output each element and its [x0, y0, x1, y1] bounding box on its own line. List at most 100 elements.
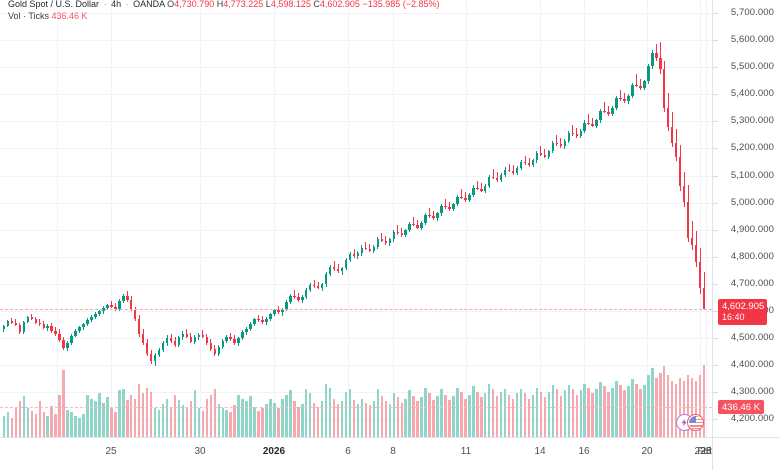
candle-body	[82, 323, 85, 328]
volume-bar	[197, 408, 201, 437]
candle-wick	[508, 163, 510, 173]
candle-body	[587, 122, 590, 124]
gridline-vertical	[706, 0, 707, 437]
volume-bar	[647, 375, 650, 437]
volume-bar	[225, 409, 228, 437]
price-axis[interactable]: 5,700.000 5,600.000 5,500.000 5,400.000 5,30…	[712, 0, 780, 437]
candle-wick	[496, 171, 498, 182]
candle-body	[118, 300, 121, 310]
candle-body	[257, 319, 260, 321]
volume-bar	[380, 395, 384, 437]
candle-body	[698, 262, 702, 289]
candle-body	[659, 58, 662, 69]
volume-bar	[503, 389, 507, 437]
candle-body	[364, 247, 368, 249]
candle-body	[603, 110, 606, 112]
gridline-horizontal	[0, 418, 712, 420]
price-axis-label: 4,700.000	[730, 277, 774, 289]
volume-bar	[14, 408, 18, 437]
volume-bar	[623, 390, 626, 437]
candle-body	[149, 353, 153, 362]
gridline-horizontal	[0, 364, 712, 366]
candle-body	[261, 320, 264, 323]
volume-bar	[428, 393, 431, 437]
volume-bar	[130, 394, 133, 437]
volume-bar	[484, 393, 487, 437]
volume-bar	[436, 395, 439, 437]
candle-body	[523, 162, 527, 164]
candle-wick	[413, 217, 415, 227]
candle-body	[408, 223, 411, 231]
candle-body	[416, 224, 419, 228]
time-axis-label: 25	[105, 446, 117, 457]
current-volume-badge[interactable]: 436.46 K	[718, 400, 765, 415]
current-price-badge[interactable]: 4,602.905 16:40	[718, 299, 768, 326]
candle-body	[503, 169, 507, 175]
candle-body	[571, 132, 574, 134]
candle-body	[141, 334, 145, 343]
candle-body	[26, 317, 30, 322]
candle-body	[631, 84, 634, 96]
volume-bar	[320, 401, 324, 437]
time-axis[interactable]: 25 30 2026 6 8 11 14 16 20 22 25 28 Feb	[0, 437, 715, 470]
volume-bar	[70, 412, 73, 437]
volume-bar	[476, 391, 479, 437]
candle-body	[428, 215, 431, 217]
candle-wick	[639, 79, 641, 90]
volume-bar	[277, 408, 280, 437]
candle-body	[54, 330, 57, 334]
volume-bar	[285, 394, 288, 437]
candle-body	[2, 325, 6, 329]
price-tick-mark	[712, 202, 718, 204]
candle-body	[213, 349, 216, 355]
us-flag-icon[interactable]	[687, 414, 704, 431]
volume-bar	[161, 404, 165, 437]
current-price-line	[0, 309, 712, 311]
candle-body	[460, 196, 463, 198]
candle-wick	[655, 44, 657, 61]
volume-bar	[491, 389, 495, 437]
candle-body	[690, 237, 694, 245]
candle-body	[368, 248, 372, 251]
candle-body	[86, 319, 89, 324]
volume-bar	[10, 417, 14, 437]
candle-body	[547, 151, 551, 157]
volume-bar	[527, 398, 531, 437]
candle-body	[281, 309, 284, 312]
price-tick-mark	[712, 283, 718, 285]
candle-body	[165, 337, 169, 343]
volume-bar	[682, 380, 686, 437]
candle-wick	[353, 249, 355, 258]
candle-wick	[691, 220, 693, 251]
volume-bar	[177, 399, 181, 437]
candle-body	[74, 330, 77, 336]
gridline-horizontal	[0, 66, 712, 68]
gridline-horizontal	[0, 12, 712, 14]
volume-bar	[635, 383, 638, 437]
price-chart-plot[interactable]	[0, 0, 712, 437]
candle-body	[599, 110, 602, 121]
volume-bar	[269, 398, 272, 437]
volume-bar	[62, 369, 65, 437]
volume-bar	[213, 389, 216, 437]
candle-body	[511, 170, 515, 173]
gridline-vertical	[647, 0, 648, 437]
volume-bar	[639, 389, 642, 437]
candle-body	[173, 341, 177, 345]
candle-body	[197, 335, 201, 337]
volume-bar	[30, 410, 34, 437]
candle-body	[245, 328, 248, 332]
candle-body	[313, 284, 316, 286]
candle-body	[456, 196, 459, 205]
candle-body	[702, 288, 706, 310]
candle-wick	[492, 169, 494, 180]
volume-bar	[78, 417, 81, 437]
volume-bar	[583, 383, 586, 437]
volume-bar	[137, 383, 141, 437]
volume-bar	[591, 393, 594, 437]
volume-bar	[301, 404, 304, 437]
volume-bar	[515, 393, 519, 437]
candle-body	[499, 174, 503, 180]
candle-body	[396, 231, 399, 233]
candle-body	[682, 186, 686, 202]
